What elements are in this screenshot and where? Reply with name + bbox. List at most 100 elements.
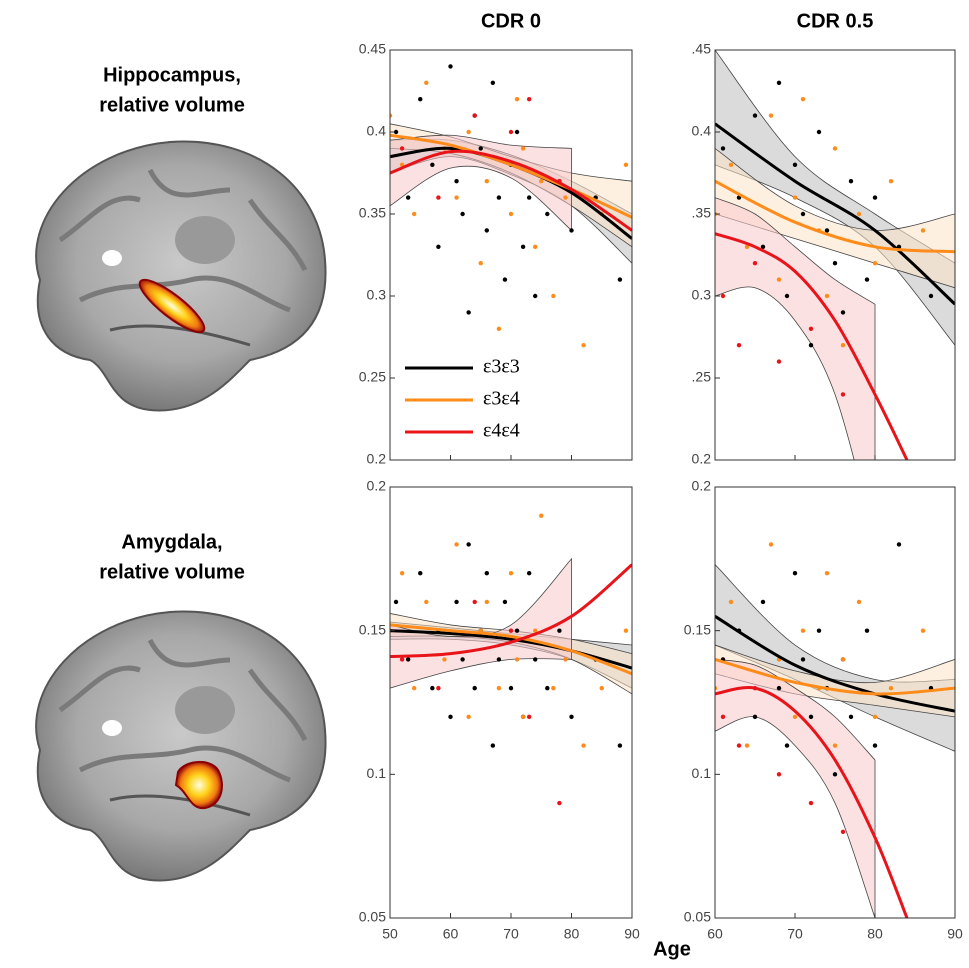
data-point	[539, 179, 543, 183]
data-point	[479, 146, 483, 150]
data-point	[857, 212, 861, 216]
data-point	[509, 628, 513, 632]
data-point	[491, 743, 495, 747]
data-point	[533, 657, 537, 661]
data-point	[889, 686, 893, 690]
data-point	[873, 743, 877, 747]
row-label: relative volume	[99, 94, 245, 116]
data-point	[509, 212, 513, 216]
data-point	[509, 686, 513, 690]
y-tick-label: 0.2	[692, 478, 712, 494]
data-point	[466, 715, 470, 719]
data-point	[929, 294, 933, 298]
data-point	[581, 343, 585, 347]
y-tick-label: 0.2	[367, 478, 387, 494]
y-tick-label: 0.45	[359, 41, 386, 57]
data-point	[785, 294, 789, 298]
data-point	[737, 743, 741, 747]
data-point	[436, 686, 440, 690]
x-tick-label: 70	[503, 926, 519, 942]
data-point	[412, 212, 416, 216]
data-point	[777, 686, 781, 690]
data-point	[729, 600, 733, 604]
data-point	[809, 801, 813, 805]
data-point	[533, 245, 537, 249]
data-point	[841, 392, 845, 396]
data-point	[729, 163, 733, 167]
data-point	[753, 113, 757, 117]
data-point	[769, 113, 773, 117]
legend-label: ε3ε4	[483, 388, 520, 410]
y-tick-label: .45	[692, 41, 712, 57]
row-label: Amygdala,	[121, 531, 222, 553]
data-point	[618, 743, 622, 747]
data-point	[849, 179, 853, 183]
data-point	[527, 571, 531, 575]
x-tick-label: 60	[707, 926, 723, 942]
data-point	[497, 686, 501, 690]
data-point	[841, 657, 845, 661]
y-tick-label: .25	[692, 369, 712, 385]
data-point	[527, 195, 531, 199]
data-point	[624, 628, 628, 632]
x-tick-label: 60	[443, 926, 459, 942]
data-point	[418, 97, 422, 101]
x-tick-label: 80	[564, 926, 580, 942]
data-point	[545, 212, 549, 216]
data-point	[515, 130, 519, 134]
x-tick-label: 80	[867, 926, 883, 942]
data-point	[479, 261, 483, 265]
data-point	[833, 261, 837, 265]
data-point	[521, 146, 525, 150]
data-point	[497, 195, 501, 199]
data-point	[721, 715, 725, 719]
data-point	[801, 212, 805, 216]
data-point	[563, 657, 567, 661]
data-point	[624, 163, 628, 167]
data-point	[769, 542, 773, 546]
data-point	[424, 600, 428, 604]
data-point	[436, 245, 440, 249]
data-point	[485, 228, 489, 232]
data-point	[793, 163, 797, 167]
data-point	[473, 686, 477, 690]
data-point	[497, 327, 501, 331]
data-point	[865, 277, 869, 281]
x-tick-label: 50	[382, 926, 398, 942]
brain-image	[36, 612, 325, 881]
data-point	[460, 212, 464, 216]
y-tick-label: 0.15	[359, 621, 386, 637]
data-point	[761, 600, 765, 604]
data-point	[400, 571, 404, 575]
data-point	[515, 657, 519, 661]
legend-label: ε4ε4	[483, 420, 520, 442]
data-point	[921, 228, 925, 232]
data-point	[721, 146, 725, 150]
data-point	[527, 715, 531, 719]
data-point	[527, 97, 531, 101]
data-point	[400, 657, 404, 661]
data-point	[841, 343, 845, 347]
data-point	[569, 715, 573, 719]
data-point	[442, 657, 446, 661]
data-point	[424, 81, 428, 85]
data-point	[777, 81, 781, 85]
data-point	[801, 657, 805, 661]
data-point	[563, 195, 567, 199]
y-tick-label: 0.4	[367, 123, 387, 139]
legend-label: ε3ε3	[483, 356, 520, 378]
data-point	[801, 97, 805, 101]
data-point	[436, 195, 440, 199]
data-point	[509, 130, 513, 134]
data-point	[466, 310, 470, 314]
data-point	[841, 310, 845, 314]
data-point	[509, 571, 513, 575]
data-point	[503, 600, 507, 604]
data-point	[793, 715, 797, 719]
plot-area	[390, 487, 632, 918]
data-point	[430, 163, 434, 167]
data-point	[785, 743, 789, 747]
data-point	[557, 801, 561, 805]
data-point	[473, 600, 477, 604]
data-point	[825, 228, 829, 232]
